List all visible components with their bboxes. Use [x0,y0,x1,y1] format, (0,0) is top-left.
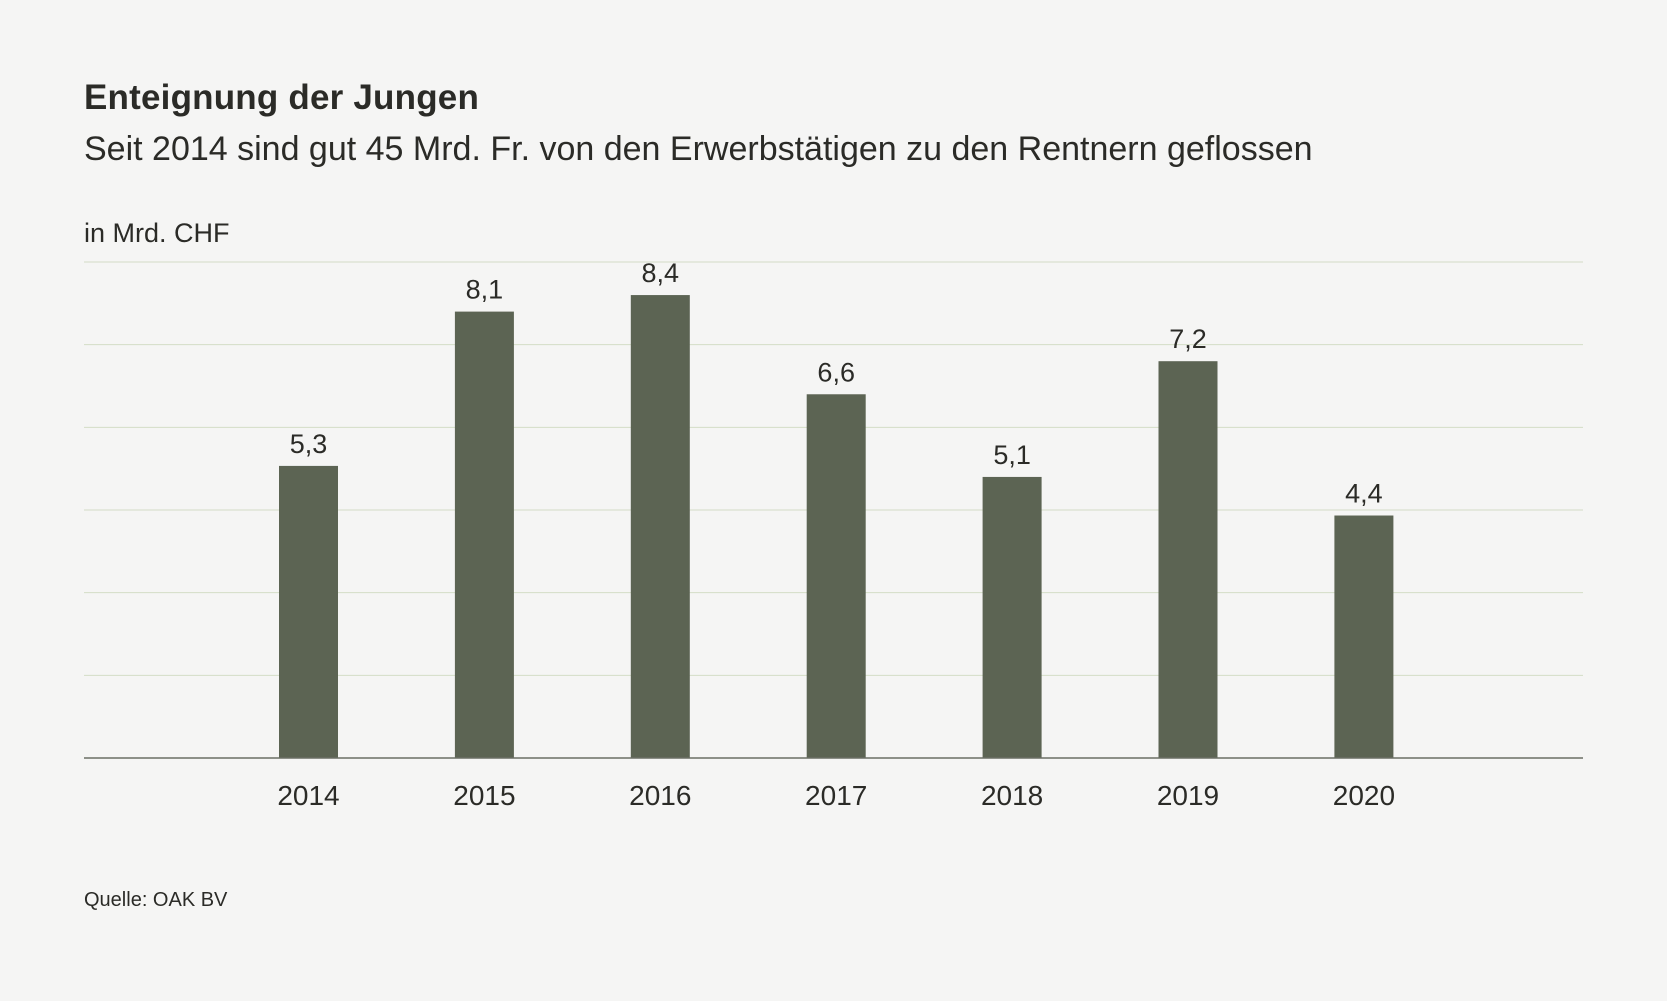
value-label-2015: 8,1 [466,275,504,305]
bars [279,295,1394,758]
value-label-2018: 5,1 [993,440,1031,470]
bar-2016 [630,295,690,758]
bar-2019 [1158,361,1218,758]
source-note: Quelle: OAK BV [84,889,228,911]
bar-2015 [454,311,514,758]
bar-2020 [1334,515,1394,758]
x-tick-label-2017: 2017 [805,780,867,811]
value-label-2014: 5,3 [290,429,328,459]
bar-2018 [982,476,1042,758]
bar-2014 [279,465,338,758]
value-labels: 5,3 8,1 8,4 6,6 5,1 7,2 4,4 [290,258,1383,508]
x-tick-label-2018: 2018 [981,780,1043,811]
value-label-2019: 7,2 [1169,324,1207,354]
x-tick-label-2019: 2019 [1157,780,1219,811]
value-label-2020: 4,4 [1345,479,1383,509]
y-axis-unit-label: in Mrd. CHF [84,218,230,248]
value-label-2016: 8,4 [642,258,680,288]
value-label-2017: 6,6 [817,357,855,387]
x-tick-label-2020: 2020 [1333,780,1395,811]
chart-title: Enteignung der Jungen [84,78,480,117]
chart-subtitle: Seit 2014 sind gut 45 Mrd. Fr. von den E… [84,130,1313,168]
x-tick-label-2015: 2015 [453,780,515,811]
x-tick-label-2016: 2016 [629,780,691,811]
bar-2017 [806,394,866,758]
x-axis: 2014 2015 2016 2017 2018 2019 2020 [84,757,1583,811]
x-tick-label-2014: 2014 [277,780,339,811]
